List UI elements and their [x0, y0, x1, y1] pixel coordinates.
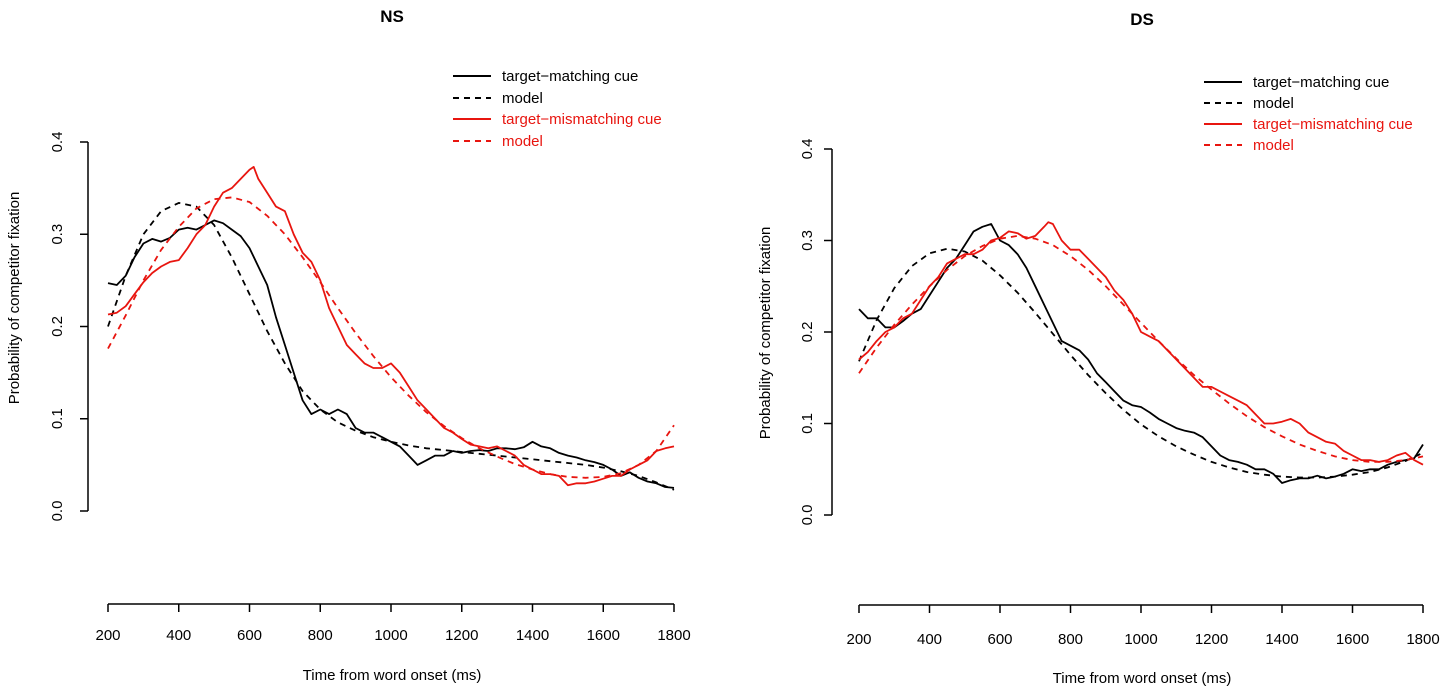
- chart-panel-ns: NS Time from word onset (ms) Probability…: [6, 7, 691, 684]
- y-tick-label: 0.0: [799, 505, 816, 526]
- series-line-red: [107, 166, 675, 487]
- legend-label-model: model: [502, 90, 543, 107]
- y-tick-label: 0.1: [49, 408, 66, 429]
- x-tick-label: 400: [166, 627, 191, 644]
- x-tick-label: 1400: [516, 627, 549, 644]
- chart-title: DS: [1130, 10, 1154, 29]
- x-tick-label: 600: [987, 631, 1012, 648]
- legend-label-matching: target−matching cue: [1253, 74, 1389, 91]
- x-tick-label: 800: [308, 627, 333, 644]
- legend-label-mismatching: target−mismatching cue: [1253, 116, 1413, 133]
- series-line-model-black: [858, 247, 1424, 479]
- legend-label-matching: target−matching cue: [502, 68, 638, 85]
- x-tick-label: 1000: [374, 627, 407, 644]
- legend: target−matching cue model target−mismatc…: [453, 68, 662, 150]
- x-tick-label: 1200: [1195, 631, 1228, 648]
- chart-panel-ds: DS Time from word onset (ms) Probability…: [757, 10, 1440, 687]
- y-tick-label: 0.3: [49, 224, 66, 245]
- chart-title: NS: [380, 7, 404, 26]
- y-tick-label: 0.4: [49, 132, 66, 153]
- x-tick-label: 200: [846, 631, 871, 648]
- x-axis-label: Time from word onset (ms): [303, 667, 482, 684]
- y-axis-label: Probability of competitor fixation: [6, 192, 23, 405]
- series-line-model-black: [107, 202, 675, 491]
- legend-label-model-red: model: [1253, 137, 1294, 154]
- series-line-red: [858, 221, 1424, 466]
- y-axis-label: Probability of competitor fixation: [757, 227, 774, 440]
- x-tick-label: 600: [237, 627, 262, 644]
- y-tick-label: 0.1: [799, 413, 816, 434]
- legend: target−matching cue model target−mismatc…: [1204, 74, 1413, 154]
- y-tick-label: 0.3: [799, 230, 816, 251]
- x-tick-label: 200: [95, 627, 120, 644]
- y-tick-label: 0.0: [49, 501, 66, 522]
- y-tick-label: 0.2: [799, 322, 816, 343]
- legend-label-model: model: [1253, 95, 1294, 112]
- x-tick-label: 1200: [445, 627, 478, 644]
- x-axis: 200 400 600 800 1000 1200 1400 1600 1800: [95, 603, 691, 644]
- x-tick-label: 800: [1058, 631, 1083, 648]
- legend-label-mismatching: target−mismatching cue: [502, 111, 662, 128]
- x-tick-label: 1600: [1336, 631, 1369, 648]
- series-line-black: [858, 223, 1424, 484]
- series-line-model-red: [858, 235, 1424, 463]
- x-tick-label: 400: [917, 631, 942, 648]
- x-axis-label: Time from word onset (ms): [1053, 670, 1232, 687]
- x-axis: 200 400 600 800 1000 1200 1400 1600 1800: [846, 604, 1440, 648]
- y-tick-label: 0.4: [799, 139, 816, 160]
- series-line-black: [107, 219, 675, 489]
- y-tick-label: 0.2: [49, 316, 66, 337]
- y-axis: 0.0 0.1 0.2 0.3 0.4: [49, 132, 89, 522]
- x-tick-label: 1800: [657, 627, 690, 644]
- series-group: [107, 166, 675, 491]
- x-tick-label: 1000: [1124, 631, 1157, 648]
- x-tick-label: 1600: [587, 627, 620, 644]
- x-tick-label: 1400: [1265, 631, 1298, 648]
- series-group: [858, 221, 1424, 484]
- legend-label-model-red: model: [502, 133, 543, 150]
- y-axis: 0.0 0.1 0.2 0.3 0.4: [799, 139, 833, 526]
- x-tick-label: 1800: [1406, 631, 1439, 648]
